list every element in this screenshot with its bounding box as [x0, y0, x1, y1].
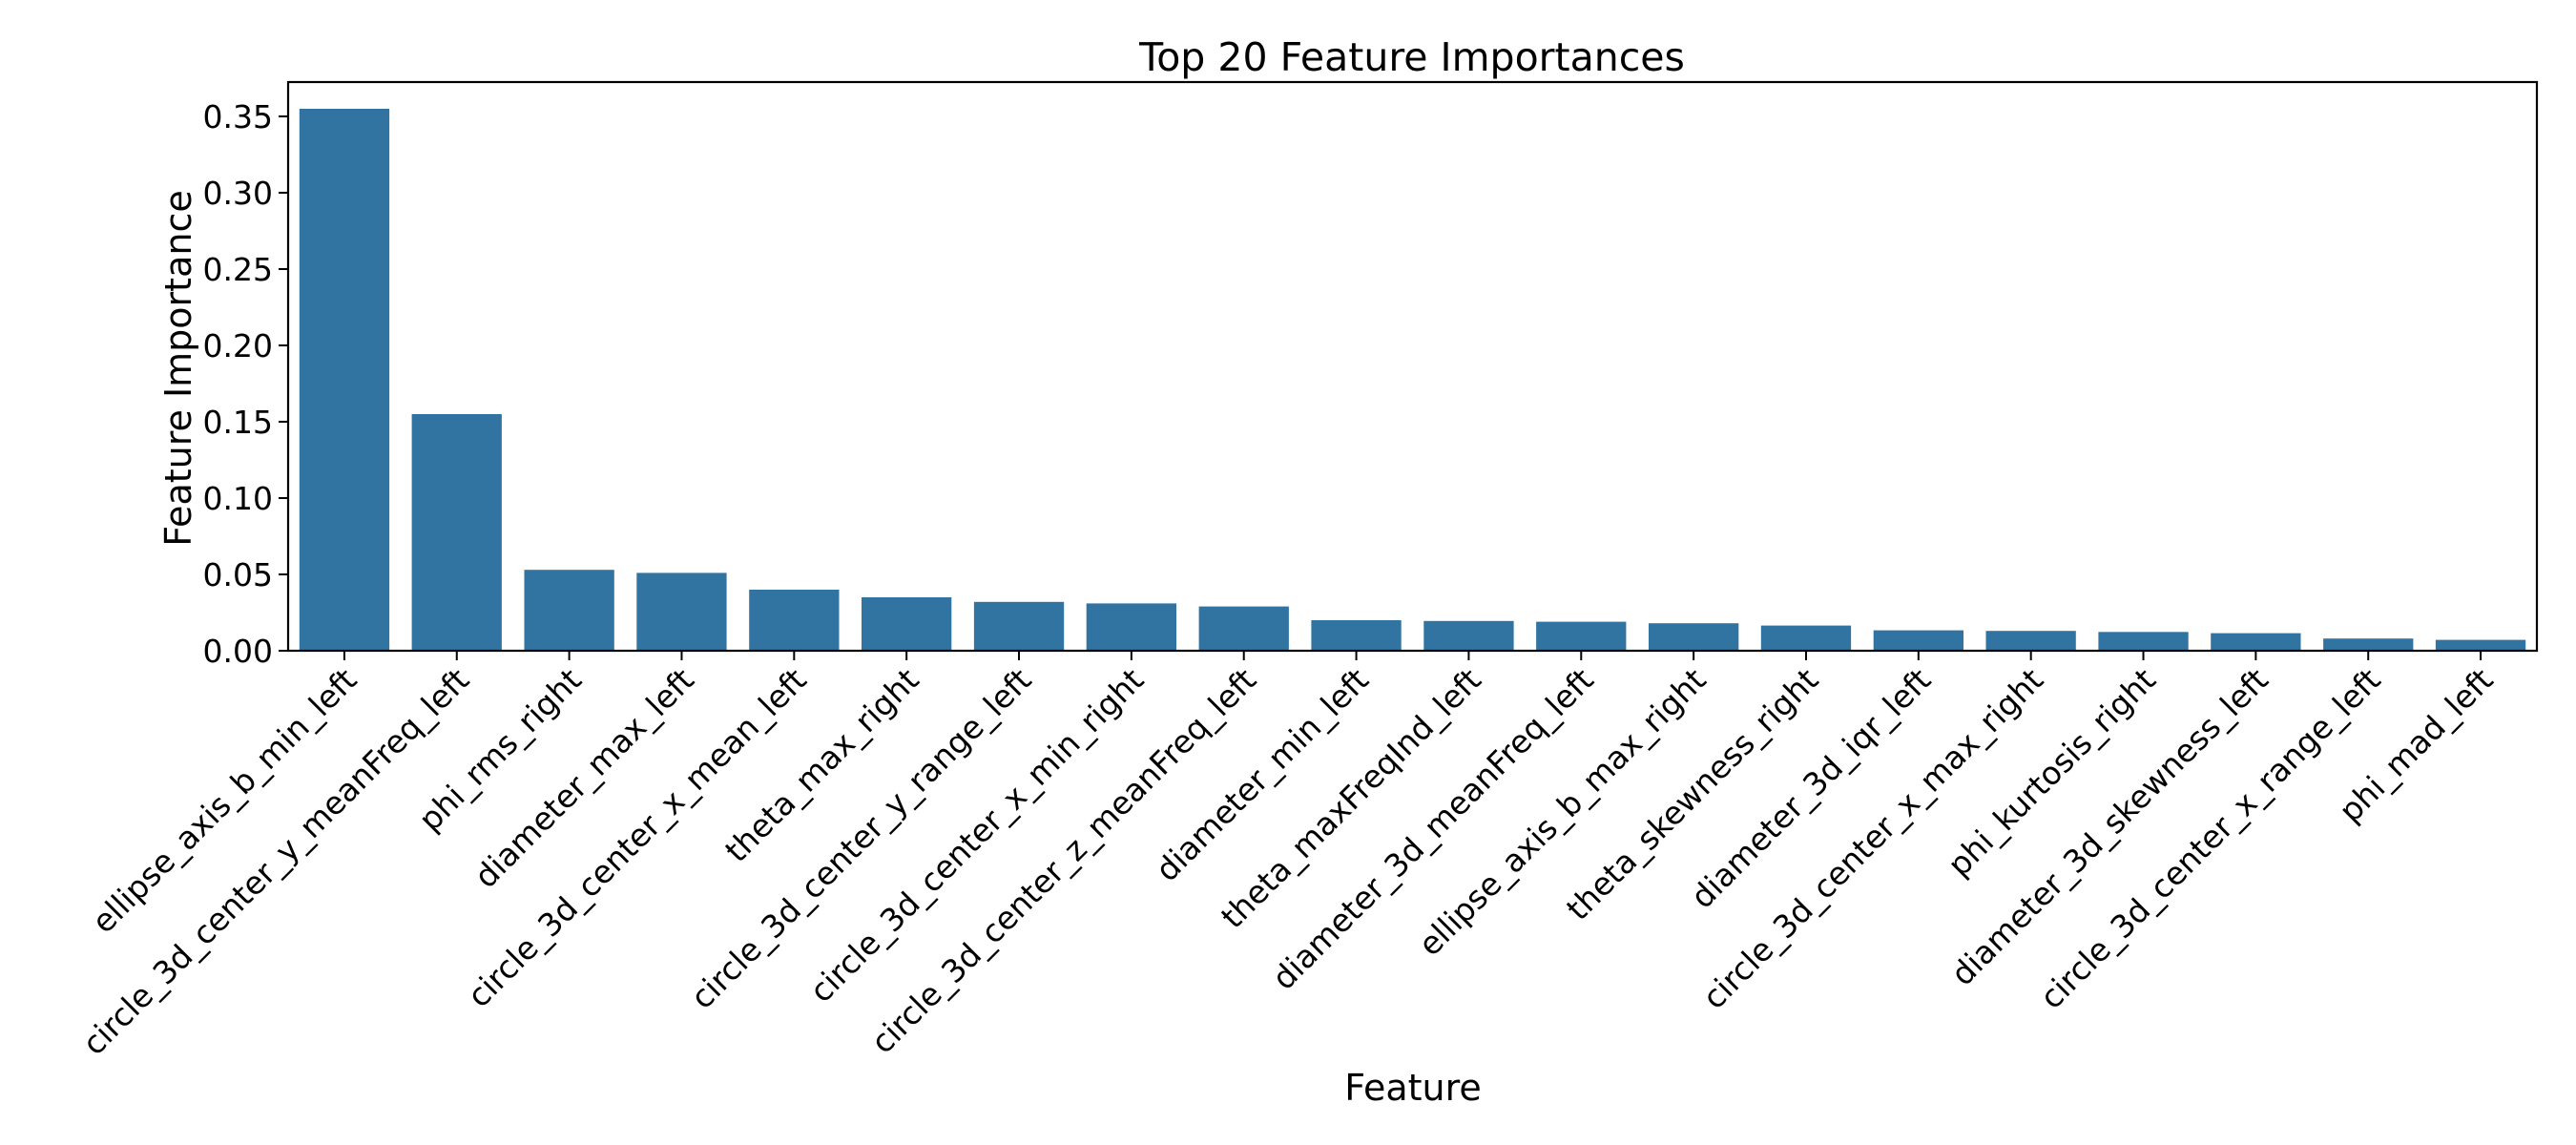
- bar-circle-3d-center-x-range-left: [2323, 638, 2414, 651]
- y-tick-label: 0.05: [203, 556, 273, 593]
- bar-circle-3d-center-y-range-left: [973, 601, 1065, 651]
- bar-circle-3d-center-y-meanfreq-left: [411, 414, 502, 651]
- bar-diameter-min-left: [1311, 620, 1402, 651]
- y-axis: 0.00 0.05 0.10 0.15 0.20 0.25 0.30 0.35: [203, 98, 288, 670]
- chart-title: Top 20 Feature Importances: [1138, 34, 1685, 80]
- y-tick-label: 0.10: [203, 480, 273, 517]
- bar-phi-kurtosis-right: [2098, 632, 2189, 651]
- x-axis: ellipse_axis_b_min_leftcircle_3d_center_…: [75, 651, 2500, 1063]
- bar-diameter-3d-meanfreq-left: [1536, 621, 1627, 651]
- y-tick-label: 0.25: [203, 251, 273, 288]
- bar-circle-3d-center-x-mean-left: [749, 590, 840, 651]
- y-tick-label: 0.20: [203, 327, 273, 364]
- bar-circle-3d-center-x-min-right: [1086, 603, 1176, 651]
- y-tick-label: 0.00: [203, 633, 273, 670]
- bar-diameter-max-left: [636, 572, 727, 651]
- bar-ellipse-axis-b-max-right: [1649, 623, 1739, 651]
- bar-diameter-3d-skewness-left: [2211, 633, 2301, 651]
- bar-diameter-3d-iqr-left: [1873, 630, 1963, 651]
- bar-theta-max-right: [862, 597, 952, 651]
- bar-phi-rms-right: [524, 570, 614, 651]
- x-tick-label: circle_3d_center_y_meanFreq_left: [75, 661, 477, 1063]
- bar-theta-maxfreqind-left: [1423, 620, 1514, 651]
- bar-circle-3d-center-x-max-right: [1985, 631, 2076, 651]
- bar-ellipse-axis-b-min-left: [299, 109, 390, 651]
- x-tick-label: diameter_max_left: [467, 661, 701, 895]
- bar-series: [299, 109, 2526, 651]
- y-tick-label: 0.35: [203, 98, 273, 135]
- y-axis-label: Feature Importance: [157, 190, 199, 546]
- x-axis-label: Feature: [1344, 1067, 1482, 1109]
- x-tick-label: diameter_min_left: [1148, 661, 1376, 889]
- plot-frame: [286, 80, 2539, 653]
- y-tick-label: 0.15: [203, 404, 273, 441]
- bar-theta-skewness-right: [1760, 625, 1852, 651]
- bar-phi-mad-left: [2435, 639, 2526, 651]
- bar-circle-3d-center-z-meanfreq-left: [1198, 606, 1289, 651]
- x-tick-label: theta_max_right: [717, 661, 925, 869]
- y-tick-label: 0.30: [203, 175, 273, 212]
- x-tick-label: phi_kurtosis_right: [1941, 661, 2163, 884]
